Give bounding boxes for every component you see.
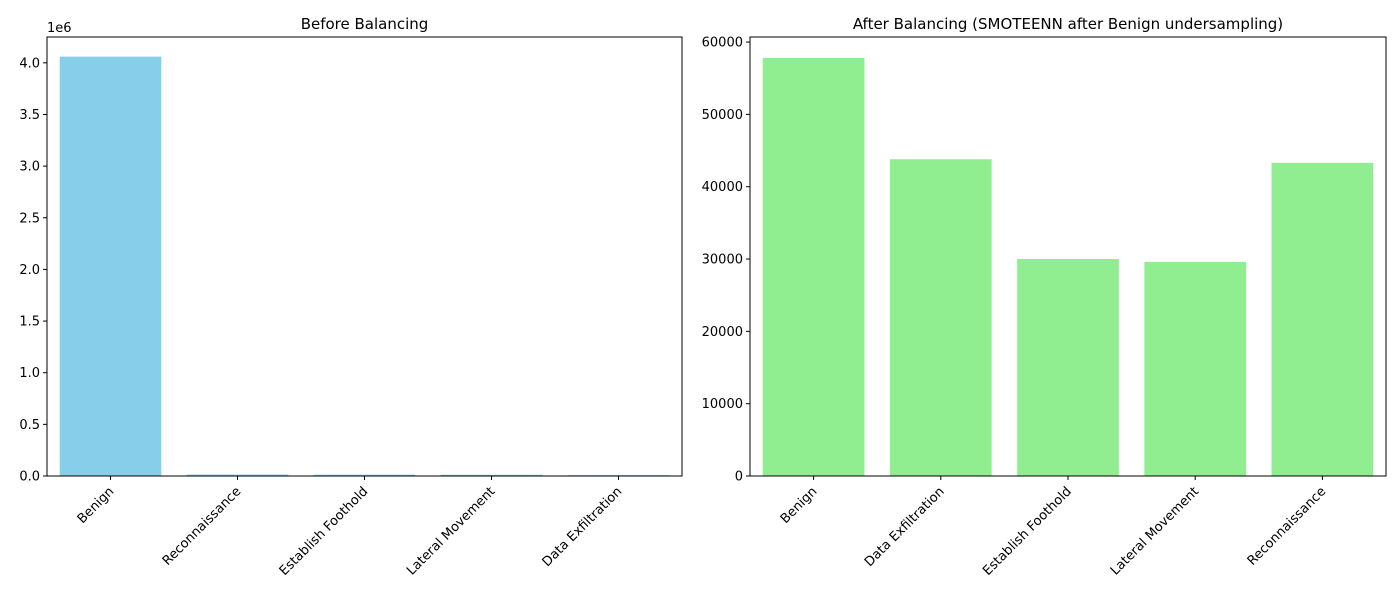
x-tick-label: Benign: [75, 484, 118, 527]
chart-after-balancing: 0 10000 20000 30000 40000 50000 60000 Benign Dat…: [702, 15, 1387, 579]
y-tick-label: 1.5: [19, 315, 40, 330]
bar-reconnaissance: [186, 474, 289, 476]
y-tick-label: 4.0: [19, 56, 40, 71]
y-tick-label: 0.0: [19, 470, 40, 485]
x-tick-label: Data Exfiltration: [862, 484, 948, 570]
y-tick-label: 10000: [702, 397, 743, 412]
bar-establish-foothold: [1017, 259, 1119, 476]
x-tick-label: Lateral Movement: [404, 484, 498, 578]
chart-title: Before Balancing: [301, 15, 429, 33]
y-tick-label: 1.0: [19, 366, 40, 381]
bar-data-exfiltration: [889, 159, 992, 476]
y-offset-label: 1e6: [47, 21, 72, 36]
bar-establish-foothold: [313, 474, 416, 476]
chart-before-balancing: 0.0 0.5 1.0 1.5 2.0 2.5 3.0 3.5 4.0 1e6 Benign Reco…: [19, 15, 683, 579]
y-tick-label: 60000: [702, 36, 743, 51]
x-tick-label: Reconnaissance: [160, 484, 245, 569]
bar-benign: [762, 57, 865, 477]
x-tick-label: Reconnaissance: [1245, 484, 1330, 569]
bar-lateral-movement: [440, 474, 543, 476]
y-tick-label: 0.5: [19, 418, 40, 433]
y-tick-label: 2.0: [19, 263, 40, 278]
bar-reconnaissance: [1271, 162, 1374, 476]
y-tick-label: 50000: [702, 108, 743, 123]
bar-lateral-movement: [1144, 261, 1247, 476]
y-tick-label: 0: [735, 470, 743, 485]
x-tick-label: Data Exfiltration: [540, 484, 626, 570]
y-tick-label: 3.0: [19, 160, 40, 175]
chart-title: After Balancing (SMOTEENN after Benign u…: [853, 15, 1283, 33]
x-tick-label: Lateral Movement: [1108, 484, 1202, 578]
y-tick-label: 40000: [702, 180, 743, 195]
bar-benign: [59, 56, 162, 476]
x-tick-label: Establish Foothold: [277, 484, 372, 579]
x-tick-label: Establish Foothold: [980, 484, 1075, 579]
y-tick-label: 2.5: [19, 211, 40, 226]
y-tick-label: 20000: [702, 325, 743, 340]
x-tick-label: Benign: [778, 484, 821, 527]
y-tick-label: 30000: [702, 253, 743, 268]
y-tick-label: 3.5: [19, 108, 40, 123]
